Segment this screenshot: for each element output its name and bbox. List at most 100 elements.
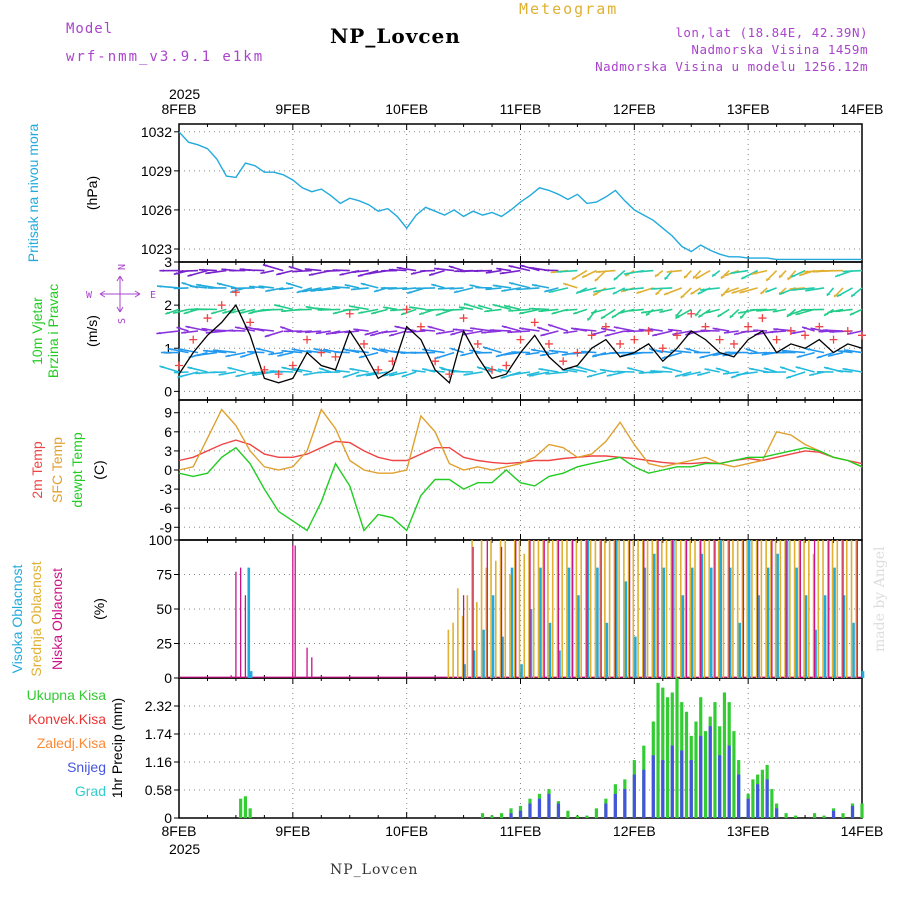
- wind-arrow-head: [213, 329, 219, 332]
- wind-arrow-head: [842, 270, 848, 273]
- wind-arrow-head: [563, 331, 569, 334]
- wind-gust-marker: [374, 365, 383, 374]
- wind-arrow-head: [240, 355, 246, 358]
- wind-arrow-head: [561, 353, 567, 356]
- wind-arrow-head: [331, 285, 337, 289]
- wind-arrow-head: [358, 311, 364, 314]
- wind-arrow-head: [265, 289, 271, 292]
- wind-arrow-head: [768, 331, 774, 334]
- wind-arrow-head: [803, 270, 809, 273]
- wind-arrow-head: [173, 311, 178, 314]
- wind-arrow-head: [500, 376, 506, 379]
- ytick-label: 6: [164, 424, 172, 440]
- xtick-label-bottom: 12FEB: [613, 823, 656, 839]
- wind-gust-marker: [829, 335, 838, 344]
- wind-arrow-head: [252, 373, 257, 376]
- wind-arrow-head: [834, 294, 839, 297]
- compass-east: E: [150, 290, 156, 301]
- wind-arrow-head: [655, 274, 660, 277]
- ylabel-wind-unit: (m/s): [84, 315, 100, 347]
- wind-arrow-head: [205, 271, 211, 274]
- ytick-label: 3: [164, 443, 172, 459]
- xtick-label-bottom: 14FEB: [841, 823, 884, 839]
- wind-arrow-head: [690, 291, 696, 295]
- model-elevation-label: Nadmorska Visina u modelu 1256.12m: [595, 59, 868, 74]
- wind-arrow-head: [454, 270, 459, 273]
- wind-arrow-head: [805, 348, 811, 351]
- wind-gust-marker: [246, 318, 255, 327]
- wind-gust-marker: [431, 357, 440, 366]
- wind-gust-marker: [203, 314, 212, 323]
- lonlat-label: lon,lat (18.84E, 42.39N): [675, 25, 868, 40]
- wind-arrow-head: [544, 269, 549, 272]
- wind-arrow-head: [383, 306, 389, 309]
- ylabel-temp-unit: (C): [91, 460, 107, 479]
- wind-arrow-head: [492, 284, 498, 287]
- wind-arrow-head: [449, 287, 455, 290]
- wind-arrow-head: [332, 269, 337, 272]
- wind-arrow-head: [756, 309, 761, 312]
- pressure-line: [178, 131, 862, 261]
- wind-arrow-head: [343, 308, 348, 312]
- wind-arrow-head: [389, 373, 395, 376]
- wind-gust-marker: [715, 335, 724, 344]
- wind-gust-marker: [801, 331, 810, 340]
- wind-arrow-head: [612, 291, 618, 295]
- wind-arrow-head: [591, 311, 597, 314]
- wind-arrow-head: [847, 332, 853, 335]
- station-title: NP_Lovcen: [330, 24, 461, 48]
- wind-arrow-head: [187, 367, 193, 370]
- wind-arrow-head: [787, 277, 792, 280]
- wind-arrow-head: [799, 273, 805, 276]
- wind-arrow-head: [730, 271, 736, 274]
- wind-arrow-head: [388, 268, 394, 271]
- wind-arrow-head: [780, 366, 785, 370]
- wind-arrow-head: [264, 334, 270, 337]
- wind-arrow-head: [350, 288, 356, 291]
- wind-arrow-head: [181, 282, 187, 285]
- wind-arrow-head: [773, 328, 778, 331]
- year-label-bottom: 2025: [169, 841, 200, 857]
- wind-arrow-head: [178, 348, 184, 351]
- wind-arrow-head: [339, 273, 345, 276]
- wind-arrow-head: [802, 327, 807, 330]
- ytick-label: 25: [156, 636, 172, 652]
- wind-arrow-head: [810, 327, 816, 331]
- xtick-label-top: 11FEB: [500, 101, 542, 117]
- wind-gust-marker: [573, 348, 582, 357]
- wind-arrow-head: [460, 353, 466, 356]
- wind-arrow-head: [641, 311, 647, 314]
- wind-arrow-head: [700, 329, 706, 332]
- wind-arrow-head: [827, 310, 833, 313]
- wind-arrow-head: [415, 287, 421, 290]
- wind-gust-marker: [217, 301, 226, 310]
- wind-arrow-head: [765, 351, 770, 354]
- wind-arrow-head: [296, 330, 302, 333]
- wind-arrow-head: [193, 307, 198, 311]
- wind-arrow-head: [786, 375, 792, 379]
- wind-arrow-head: [849, 312, 855, 315]
- wind-arrow-head: [264, 308, 269, 311]
- wind-arrow-head: [700, 288, 705, 291]
- wind-arrow-head: [519, 311, 525, 314]
- wind-arrow-head: [540, 333, 546, 336]
- ytick-label: 0: [164, 383, 172, 399]
- wind-gust-marker: [786, 327, 795, 335]
- wind-arrow-head: [721, 293, 726, 297]
- wind-gust-marker: [231, 288, 240, 297]
- wind-arrow-head: [332, 311, 338, 314]
- wind-arrow-head: [606, 374, 612, 377]
- wind-arrow-head: [429, 273, 435, 276]
- wind-arrow-head: [303, 373, 309, 376]
- wind-arrow-head: [538, 368, 544, 371]
- ytick-label: 1032: [141, 124, 172, 140]
- wind-arrow-head: [351, 270, 357, 273]
- wind-arrow-head: [436, 332, 441, 335]
- wind-arrow-head: [532, 284, 537, 287]
- wind-gust-marker: [658, 344, 667, 353]
- wind-arrow-head: [591, 332, 597, 335]
- wind-arrow-head: [637, 270, 642, 273]
- wind-arrow-head: [601, 327, 606, 331]
- wind-arrow-head: [463, 303, 469, 306]
